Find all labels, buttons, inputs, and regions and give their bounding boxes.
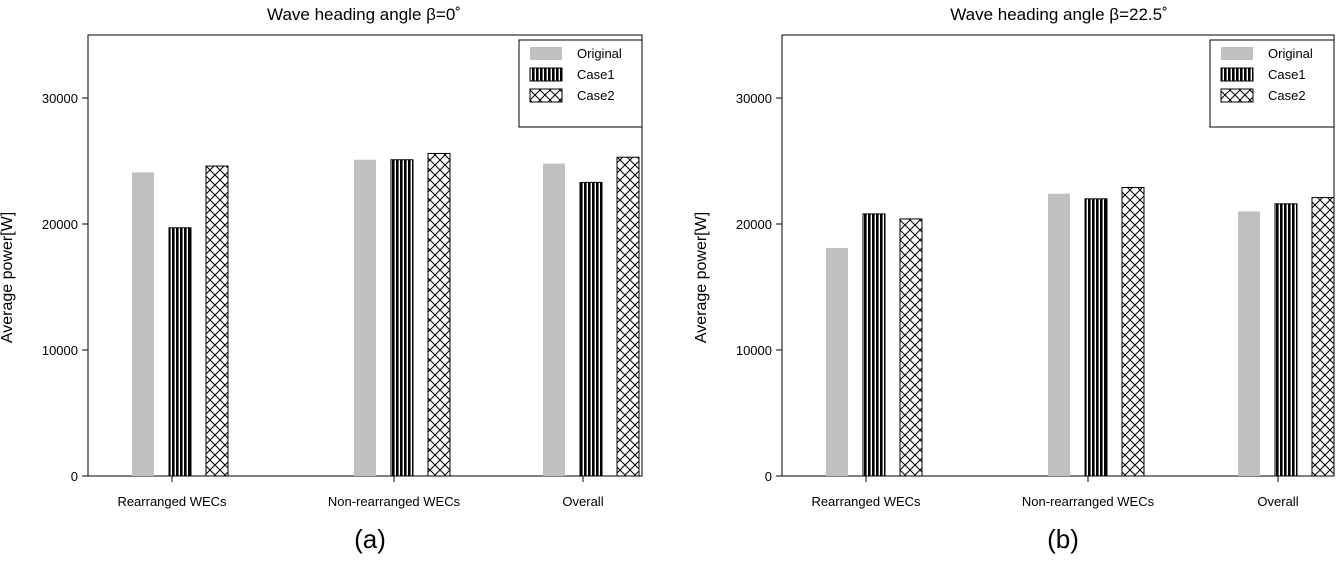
bar-original-0 xyxy=(826,247,848,476)
bar-case1-2 xyxy=(1274,203,1298,477)
bar-original-1 xyxy=(354,159,376,477)
bar-case1-1 xyxy=(1084,198,1108,477)
bar-case1-2 xyxy=(579,181,603,477)
bar-case2-1 xyxy=(1121,186,1145,477)
bar-case1-0 xyxy=(168,227,192,477)
x-category-label: Non-rearranged WECs xyxy=(1022,494,1155,509)
legend-label-case2: Case2 xyxy=(1268,88,1306,103)
y-axis-label: Average power[W] xyxy=(0,212,16,343)
x-category-label: Non-rearranged WECs xyxy=(328,494,461,509)
x-category-label: Rearranged WECs xyxy=(811,494,921,509)
chart-title: Wave heading angle β=22.5˚ xyxy=(950,5,1168,24)
y-tick-label: 30000 xyxy=(736,91,772,106)
legend-swatch-case1 xyxy=(529,67,563,82)
legend-swatch-original xyxy=(1221,47,1253,60)
legend-swatch-original xyxy=(530,47,562,60)
legend-label-case1: Case1 xyxy=(1268,67,1306,82)
chart-title: Wave heading angle β=0˚ xyxy=(267,5,461,24)
y-tick-label: 0 xyxy=(71,469,78,484)
legend-swatch-case1 xyxy=(1220,67,1254,82)
bar-case2-2 xyxy=(616,156,640,477)
x-category-label: Rearranged WECs xyxy=(117,494,227,509)
y-tick-label: 30000 xyxy=(42,91,78,106)
legend-label-original: Original xyxy=(577,46,622,61)
y-axis-label: Average power[W] xyxy=(693,212,710,343)
x-category-label: Overall xyxy=(1257,494,1298,509)
bar-case2-1 xyxy=(427,152,451,477)
bar-case2-0 xyxy=(899,218,923,477)
y-tick-label: 10000 xyxy=(736,343,772,358)
y-tick-label: 0 xyxy=(765,469,772,484)
y-tick-label: 20000 xyxy=(42,217,78,232)
chart-panel-0: Wave heading angle β=0˚ 0 10000 20000 30000 A… xyxy=(0,5,643,554)
legend-label-case2: Case2 xyxy=(577,88,615,103)
bar-original-0 xyxy=(132,172,154,476)
panel-label: (b) xyxy=(1047,524,1079,554)
bar-case2-2 xyxy=(1311,197,1335,477)
legend-swatch-case2 xyxy=(529,88,563,103)
bar-case1-0 xyxy=(862,213,886,477)
panel-label: (a) xyxy=(354,524,386,554)
chart-panel-1: Wave heading angle β=22.5˚ 0 10000 20000 300… xyxy=(693,5,1335,554)
y-tick-label: 10000 xyxy=(42,343,78,358)
legend-swatch-case2 xyxy=(1220,88,1254,103)
bar-original-2 xyxy=(543,163,565,476)
y-tick-label: 20000 xyxy=(736,217,772,232)
legend-label-original: Original xyxy=(1268,46,1313,61)
x-category-label: Overall xyxy=(562,494,603,509)
bar-case1-1 xyxy=(390,159,414,477)
bar-case2-0 xyxy=(205,165,229,477)
legend-label-case1: Case1 xyxy=(577,67,615,82)
bar-original-1 xyxy=(1048,193,1070,476)
bar-original-2 xyxy=(1238,211,1260,476)
